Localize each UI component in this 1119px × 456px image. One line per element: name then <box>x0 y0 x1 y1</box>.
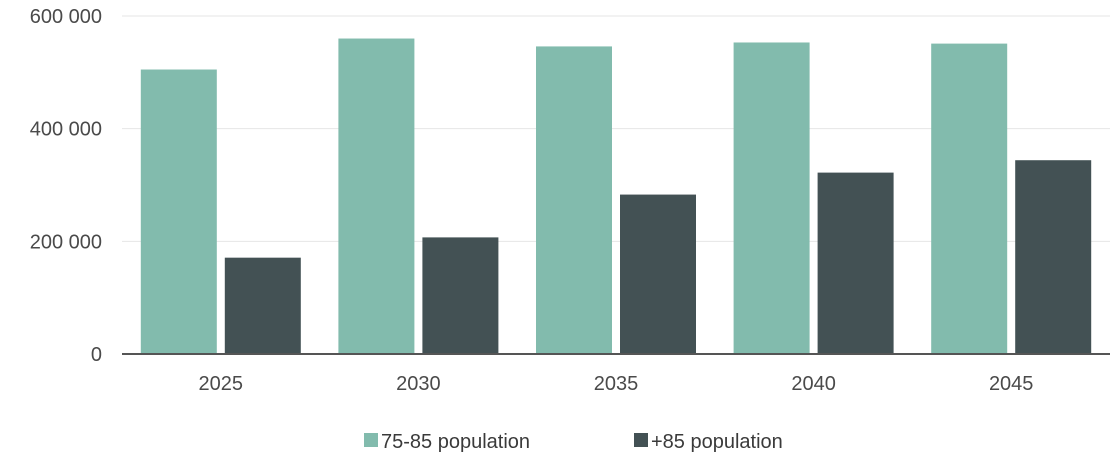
x-tick-label: 2030 <box>396 373 441 395</box>
bar-75-85-population-2035 <box>536 46 612 355</box>
legend: 75-85 population +85 population <box>364 431 783 453</box>
axes: 0 200 000 400 000 600 000 2025 2030 2035 2040 20… <box>30 6 1110 395</box>
x-tick-label: 2035 <box>594 373 639 395</box>
legend-swatch-1 <box>364 433 378 447</box>
bar-75-85-population-2025 <box>140 69 217 355</box>
y-tick-label: 0 <box>91 344 102 366</box>
bars <box>140 38 1092 355</box>
legend-swatch-2 <box>634 433 648 447</box>
bar--85-population-2030 <box>422 237 499 354</box>
x-tick-label: 2045 <box>989 373 1034 395</box>
legend-label-2: +85 population <box>651 431 783 453</box>
legend-label-1: 75-85 population <box>381 431 530 453</box>
x-tick-label: 2025 <box>199 373 244 395</box>
bar--85-population-2040 <box>817 172 894 354</box>
bar--85-population-2025 <box>224 257 301 354</box>
bar-75-85-population-2045 <box>931 43 1008 354</box>
bar--85-population-2035 <box>620 194 696 354</box>
y-tick-label: 200 000 <box>30 231 102 253</box>
bar-75-85-population-2040 <box>733 42 810 355</box>
bar-75-85-population-2030 <box>338 38 415 355</box>
x-tick-label: 2040 <box>791 373 836 395</box>
bar--85-population-2045 <box>1015 160 1092 354</box>
y-tick-label: 400 000 <box>30 119 102 141</box>
y-tick-label: 600 000 <box>30 6 102 28</box>
